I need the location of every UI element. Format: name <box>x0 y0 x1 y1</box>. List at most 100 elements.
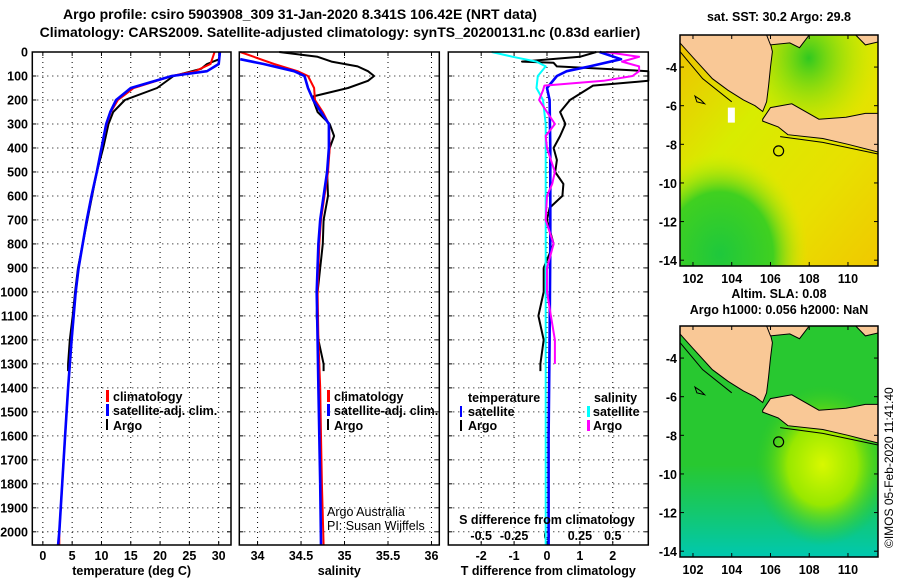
legend-swatch-climatology <box>106 390 109 402</box>
y-tick-label: 700 <box>7 213 28 227</box>
s-tick-label: -0.25 <box>500 529 529 543</box>
x-tick-label: 15 <box>124 549 138 563</box>
legend-label: satellite <box>593 405 640 419</box>
shelf-contour <box>780 136 879 155</box>
imos-credit: ©IMOS 05-Feb-2020 11:41:40 <box>882 387 896 548</box>
series-satellite-adj-clim <box>56 51 222 546</box>
annotation-argo-australia: Argo Australia <box>327 505 405 519</box>
legend-heading-temperature: temperature <box>468 391 540 405</box>
legend-swatch-argo <box>106 419 108 430</box>
y-tick-label: 200 <box>7 93 28 107</box>
y-tick-label: 100 <box>7 69 28 83</box>
lat-tick-label: -6 <box>666 391 677 405</box>
annotation-pi: PI: Susan Wijffels <box>327 519 425 533</box>
x-axis-label: temperature (deg C) <box>72 564 191 578</box>
legend-swatch-satellite <box>327 404 330 416</box>
legend-heading-salinity: salinity <box>594 391 637 405</box>
x-tick-label: 36 <box>425 549 439 563</box>
lat-tick-label: -14 <box>659 545 677 559</box>
legend-swatch-s-satellite <box>587 406 590 417</box>
legend-label: Argo <box>468 419 498 433</box>
land-sumatra <box>679 34 773 113</box>
series-s-satellite <box>491 51 547 545</box>
shelf-contour <box>780 427 879 446</box>
series-s-argo <box>538 51 641 364</box>
lat-tick-label: -6 <box>666 100 677 114</box>
title-line-2: Climatology: CARS2009. Satellite-adjuste… <box>40 24 641 40</box>
panel-difference: -2 -1 0 1 2 -0.5 -0.25 0 0.25 0.5 T difference fro… <box>447 50 650 578</box>
lon-tick-label: 106 <box>760 563 781 577</box>
land-sumatra <box>679 325 773 404</box>
x-axis-label: T difference from climatology <box>461 564 636 578</box>
y-tick-label: 1900 <box>0 501 28 515</box>
map-title: Altim. SLA: 0.08 <box>731 287 826 301</box>
legend-swatch-s-argo <box>587 420 590 431</box>
series-argo <box>67 51 221 372</box>
x-tick-label: 20 <box>153 549 167 563</box>
y-tick-label: 600 <box>7 189 28 203</box>
y-tick-label: 1100 <box>1 309 28 323</box>
sla-map: Altim. SLA: 0.08 Argo h1000: 0.056 h2000:… <box>659 287 879 577</box>
x-axis-label: salinity <box>318 564 361 578</box>
panel-temperature: 0 5 10 15 20 25 300100200300400500600700800900… <box>0 46 232 578</box>
y-tick-label: 1800 <box>0 477 28 491</box>
y-tick-label: 1600 <box>0 429 28 443</box>
y-tick-label: 1200 <box>0 333 28 347</box>
plot-frame <box>447 51 650 546</box>
lon-tick-label: 104 <box>721 272 742 286</box>
map-title: Argo h1000: 0.056 h2000: NaN <box>690 303 869 317</box>
legend-label: Argo <box>334 419 364 433</box>
title-line-1: Argo profile: csiro 5903908_309 31-Jan-2… <box>63 6 537 22</box>
x-tick-label: 34.5 <box>289 549 313 563</box>
lon-tick-label: 102 <box>683 272 704 286</box>
salinity-legend: climatology satellite-adj. clim. Argo Ar… <box>327 390 438 533</box>
s-tick-label: -0.5 <box>470 529 492 543</box>
x-tick-label: 25 <box>182 549 196 563</box>
lon-tick-label: 104 <box>721 563 742 577</box>
difference-legend: temperature satellite Argo salinity sate… <box>459 391 639 527</box>
legend-swatch-argo <box>327 419 329 430</box>
sst-map: sat. SST: 30.2 Argo: 29.8 102 104 106 108 110… <box>659 10 879 286</box>
x-tick-label: 35.5 <box>376 549 400 563</box>
x-tick-label: 1 <box>576 549 583 563</box>
x-tick-label: 34 <box>251 549 265 563</box>
legend-label: Argo <box>593 419 623 433</box>
map-title: sat. SST: 30.2 Argo: 29.8 <box>707 10 851 24</box>
legend-swatch-satellite <box>106 404 109 416</box>
lat-tick-label: -12 <box>659 216 677 230</box>
legend-swatch-climatology <box>327 390 330 402</box>
x-tick-label: 0 <box>544 549 551 563</box>
legend-swatch-t-satellite <box>460 406 462 417</box>
series-satellite-adj-clim <box>239 57 331 546</box>
y-tick-label: 500 <box>7 165 28 179</box>
y-tick-label: 1700 <box>0 453 28 467</box>
map-frame <box>679 325 879 558</box>
lat-tick-label: -10 <box>659 177 677 191</box>
lat-tick-label: -8 <box>666 429 677 443</box>
legend-label: satellite <box>468 405 515 419</box>
shelf-contour <box>679 51 733 103</box>
lon-tick-label: 108 <box>799 563 820 577</box>
profile-panels: 0 5 10 15 20 25 300100200300400500600700800900… <box>0 46 650 578</box>
island-outline <box>693 385 707 396</box>
y-tick-label: 1500 <box>0 405 28 419</box>
y-tick-label: 900 <box>7 261 28 275</box>
x-tick-label: 10 <box>95 549 109 563</box>
maps: sat. SST: 30.2 Argo: 29.8 102 104 106 108 110… <box>659 10 879 577</box>
lon-tick-label: 108 <box>799 272 820 286</box>
series-t-satellite <box>545 50 623 545</box>
map-frame <box>679 34 879 267</box>
missing-data <box>727 107 735 123</box>
y-tick-label: 800 <box>7 237 28 251</box>
legend-label: climatology <box>334 390 404 404</box>
series-t-argo <box>521 51 650 372</box>
argo-position-marker <box>773 145 785 157</box>
s-tick-label: 0.25 <box>568 529 592 543</box>
legend-label: Argo <box>113 419 143 433</box>
x-tick-label: 2 <box>609 549 616 563</box>
legend-label: satellite-adj. clim. <box>334 404 438 418</box>
argo-position-marker <box>773 436 785 448</box>
y-tick-label: 0 <box>21 46 28 60</box>
